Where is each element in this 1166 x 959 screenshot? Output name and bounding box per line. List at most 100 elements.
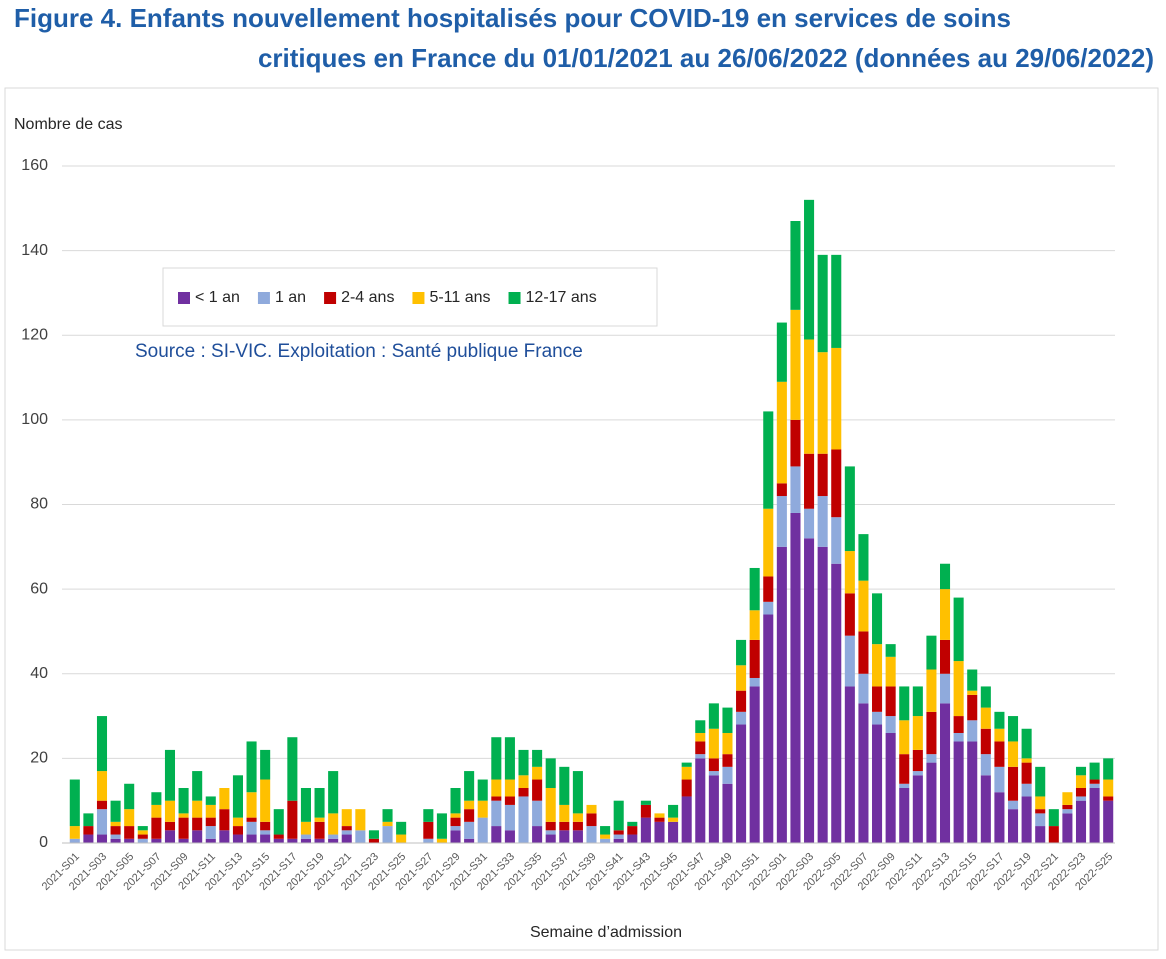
bar-segment [640, 800, 651, 805]
bar-segment [246, 741, 257, 793]
bar-segment [423, 821, 434, 839]
bar-segment [926, 762, 937, 843]
bar-segment [518, 796, 529, 843]
bar-segment [953, 732, 964, 742]
bar-segment [314, 817, 325, 822]
bar-segment [885, 644, 896, 657]
legend-label: 1 an [275, 289, 306, 306]
bar-segment [532, 766, 543, 780]
bar-segment [1062, 792, 1073, 805]
bar-segment [940, 703, 951, 843]
bar-segment [640, 817, 651, 843]
bar-segment [912, 771, 923, 776]
bar-segment [586, 826, 597, 843]
bar-segment [151, 817, 162, 839]
bar-segment [545, 830, 556, 835]
bar-segment [559, 804, 570, 822]
bar-segment [994, 711, 1005, 729]
bar-segment [695, 758, 706, 843]
bar-segment [110, 826, 121, 835]
bar-segment [124, 783, 135, 810]
bar-segment [436, 813, 447, 839]
bar-segment [586, 804, 597, 814]
bar-segment [545, 821, 556, 831]
bar-segment [491, 779, 502, 797]
bar-segment [858, 631, 869, 674]
bar-segment [776, 496, 787, 547]
bar-segment [205, 804, 216, 818]
bar-segment [545, 758, 556, 788]
bar-segment [1075, 800, 1087, 843]
bar-segment [885, 732, 896, 843]
bar-segment [1089, 787, 1100, 843]
bar-segment [1062, 804, 1073, 810]
bar-segment [504, 804, 515, 831]
bar-segment [736, 665, 747, 691]
bar-segment [477, 817, 488, 843]
bar-segment [804, 453, 815, 509]
bar-segment [491, 737, 502, 780]
bar-segment [83, 834, 94, 843]
bar-segment [817, 496, 828, 547]
bar-segment [124, 809, 135, 827]
chart-title: Figure 4. Enfants nouvellement hospitali… [14, 3, 1011, 33]
bar-segment [572, 821, 583, 831]
bar-segment [1048, 826, 1059, 843]
bar-segment [314, 838, 325, 843]
bar-segment [1007, 741, 1019, 767]
bar-segment [300, 834, 311, 839]
bar-segment [110, 838, 121, 843]
bar-segment [790, 221, 801, 310]
bar-segment [559, 821, 570, 831]
bar-segment [450, 787, 461, 814]
bar-segment [314, 821, 325, 839]
bar-segment [858, 580, 869, 632]
bar-segment [219, 787, 230, 810]
bar-segment [504, 779, 515, 797]
bar-segment [899, 720, 910, 755]
bar-segment [96, 809, 108, 835]
bar-segment [260, 749, 271, 780]
bar-segment [858, 534, 869, 581]
bar-segment [831, 254, 842, 348]
bar-segment [300, 821, 311, 835]
bar-segment [572, 771, 583, 814]
y-tick-label: 80 [30, 496, 48, 513]
bar-segment [790, 512, 801, 843]
bar-segment [518, 787, 529, 797]
bar-segment [341, 830, 352, 835]
bar-segment [287, 800, 298, 839]
bar-segment [232, 826, 243, 835]
bar-segment [260, 830, 271, 835]
bar-segment [355, 830, 366, 843]
bar-segment [69, 779, 80, 827]
bar-segment [164, 830, 176, 843]
bar-segment [708, 775, 719, 843]
y-tick-label: 20 [30, 750, 48, 767]
bar-segment [736, 711, 747, 725]
bar-segment [328, 838, 339, 843]
bar-segment [654, 821, 665, 843]
bar-segment [1075, 787, 1087, 797]
bar-segment [219, 830, 230, 843]
bar-segment [450, 826, 461, 831]
bar-segment [464, 838, 475, 843]
bar-segment [613, 838, 624, 843]
bar-segment [273, 838, 284, 843]
bar-segment [164, 821, 176, 831]
bar-segment [776, 483, 787, 497]
bar-segment [776, 322, 787, 382]
bar-segment [749, 567, 760, 611]
bar-segment [110, 800, 121, 822]
bar-segment [695, 720, 706, 733]
bar-segment [1035, 826, 1046, 843]
bar-segment [504, 830, 515, 843]
bar-segment [790, 466, 801, 513]
bar-segment [844, 635, 855, 687]
bar-segment [1035, 809, 1046, 814]
bar-segment [83, 826, 94, 835]
bar-segment [627, 821, 638, 827]
bar-segment [1021, 728, 1032, 759]
bar-segment [776, 546, 787, 843]
bar-segment [681, 796, 692, 843]
